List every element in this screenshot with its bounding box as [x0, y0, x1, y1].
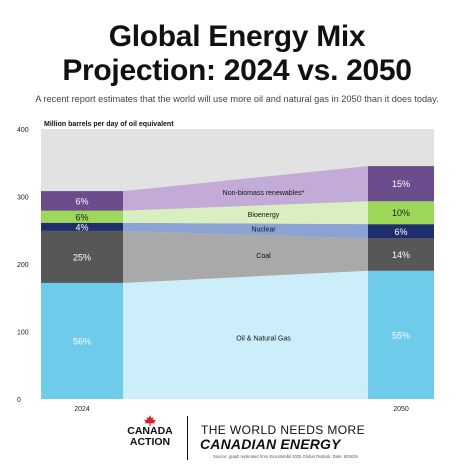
bar-2050-coal — [368, 238, 434, 271]
chart-title-line-2: Projection: 2024 vs. 2050 — [62, 54, 412, 87]
y-tick-100: 100 — [17, 330, 29, 337]
series-label-oil-natural-gas: Oil & Natural Gas — [236, 335, 291, 342]
bar-2024-non-biomass-renewables- — [41, 191, 123, 211]
y-tick-300: 300 — [17, 195, 29, 202]
band-coal — [123, 230, 368, 283]
brand-line-2: ACTION — [129, 436, 171, 448]
bar-2050-oil-natural-gas — [368, 270, 434, 399]
footer-divider — [187, 416, 188, 460]
pct-label-2050-oil-natural-gas: 55% — [392, 330, 410, 340]
chart-subtitle: A recent report estimates that the world… — [35, 94, 439, 104]
band-bioenergy — [123, 201, 368, 225]
bar-2024-coal — [41, 230, 123, 283]
pct-label-2024-oil-natural-gas: 56% — [73, 336, 91, 346]
y-tick-400: 400 — [17, 127, 29, 134]
series-label-non-biomass-renewables-: Non-biomass renewables* — [223, 190, 305, 197]
band-nuclear — [123, 222, 368, 239]
pct-label-2024-bioenergy: 6% — [75, 212, 88, 222]
y-tick-0: 0 — [17, 397, 21, 404]
pct-label-2024-coal: 25% — [73, 252, 91, 262]
y-tick-200: 200 — [17, 262, 29, 269]
band-oil-natural-gas — [123, 270, 368, 399]
tagline-line-1: THE WORLD NEEDS MORE — [201, 423, 366, 437]
bar-2024-oil-natural-gas — [41, 282, 123, 399]
maple-leaf-icon — [144, 415, 156, 426]
bar-2024-bioenergy — [41, 210, 123, 223]
bar-2050-bioenergy — [368, 201, 434, 225]
source-note: Source: graph replicated from ExxonMobil… — [213, 454, 358, 459]
tagline-line-2: CANADIAN ENERGY — [200, 436, 341, 452]
bar-2050-nuclear — [368, 224, 434, 239]
pct-label-2050-coal: 14% — [392, 250, 410, 260]
series-label-nuclear: Nuclear — [251, 227, 276, 234]
pct-label-2024-nuclear: 4% — [75, 222, 88, 232]
pct-label-2050-bioenergy: 10% — [392, 208, 410, 218]
pct-label-2024-non-biomass-renewables-: 6% — [75, 196, 88, 206]
band-non-biomass-renewables- — [123, 166, 368, 211]
x-tick-2024: 2024 — [74, 406, 90, 413]
pct-label-2050-non-biomass-renewables-: 15% — [392, 179, 410, 189]
y-axis-label: Million barrels per day of oil equivalen… — [44, 121, 174, 128]
brand-line-1: CANADA — [127, 425, 173, 437]
chart-title-line-1: Global Energy Mix — [108, 20, 366, 53]
series-label-coal: Coal — [256, 253, 271, 260]
series-label-bioenergy: Bioenergy — [248, 212, 280, 219]
bar-2024-nuclear — [41, 222, 123, 231]
pct-label-2050-nuclear: 6% — [394, 227, 407, 237]
x-tick-2050: 2050 — [393, 406, 409, 413]
bar-2050-non-biomass-renewables- — [368, 166, 434, 202]
canada-action-logo: CANADA ACTION — [122, 426, 178, 448]
